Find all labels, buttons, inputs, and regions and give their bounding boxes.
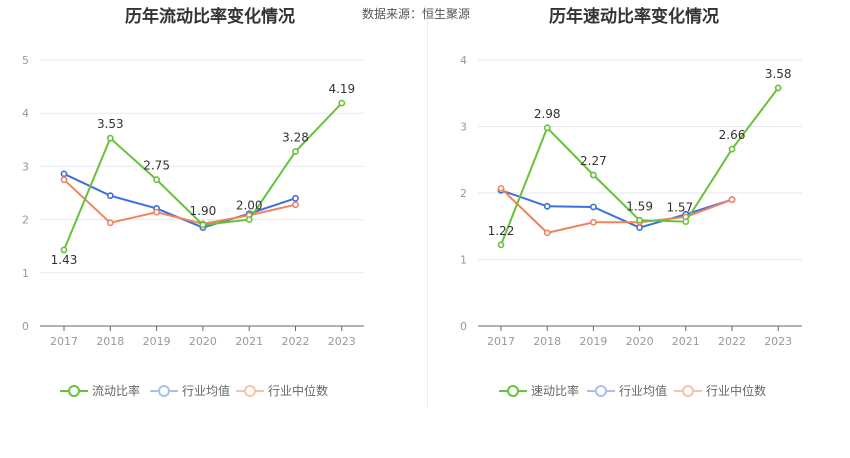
data-point-main	[728, 145, 736, 153]
y-tick-label: 2	[460, 187, 467, 200]
chart-1: 0 1 2 3 4 2017 2018 2019 2020 2021 2022 2023 1.22 2.9…	[460, 54, 802, 398]
legend-label-avg: 行业均值	[182, 383, 230, 398]
y-tick-label: 5	[22, 54, 29, 67]
x-tick-label: 2019	[579, 335, 607, 348]
data-point-main	[774, 84, 782, 92]
x-tick-label: 2020	[626, 335, 654, 348]
legend-label-avg: 行业均值	[619, 383, 667, 398]
y-tick-label: 1	[22, 267, 29, 280]
data-source-label: 数据来源：恒生聚源	[362, 7, 471, 21]
x-tick-label: 2021	[235, 335, 263, 348]
x-tick-label: 2022	[282, 335, 310, 348]
y-tick-label: 4	[22, 107, 29, 120]
data-point-median	[728, 196, 736, 204]
data-label: 1.90	[190, 204, 217, 218]
data-point-main	[590, 171, 597, 179]
legend-marker-avg	[158, 385, 170, 397]
y-tick-label: 0	[22, 320, 29, 333]
legend-label-median: 行业中位数	[706, 383, 766, 398]
chart-divider	[427, 20, 428, 408]
chart-title-quick-ratio: 历年速动比率变化情况	[549, 7, 719, 27]
data-point-main	[199, 221, 207, 229]
x-tick-label: 2023	[764, 335, 792, 348]
data-point-avg	[106, 192, 114, 200]
y-tick-label: 1	[460, 254, 467, 267]
data-point-median	[60, 176, 68, 184]
data-point-main	[636, 216, 643, 224]
legend-label-main: 流动比率	[92, 383, 140, 398]
data-label: 2.98	[534, 107, 561, 121]
chart-title-current-ratio: 历年流动比率变化情况	[125, 7, 295, 27]
data-point-median	[590, 218, 597, 226]
legend-marker-main	[68, 385, 80, 397]
data-label: 1.22	[488, 224, 515, 238]
y-tick-label: 0	[460, 320, 467, 333]
legend-label-median: 行业中位数	[268, 383, 328, 398]
legend-marker-avg	[595, 385, 607, 397]
x-tick-label: 2021	[672, 335, 700, 348]
x-tick-label: 2017	[50, 335, 78, 348]
data-point-median	[153, 208, 160, 216]
data-label: 3.53	[97, 117, 124, 131]
data-point-avg	[636, 224, 643, 231]
data-point-main	[543, 124, 551, 132]
x-tick-label: 2023	[328, 335, 356, 348]
x-tick-label: 2022	[718, 335, 746, 348]
data-point-median	[292, 201, 299, 209]
x-tick-label: 2018	[533, 335, 561, 348]
data-label: 2.66	[719, 128, 746, 142]
legend-label-main: 速动比率	[531, 383, 579, 398]
data-point-avg	[590, 203, 597, 211]
legend-marker-median	[244, 385, 256, 397]
y-tick-label: 2	[22, 214, 29, 227]
data-point-main	[682, 218, 690, 225]
data-point-median	[106, 219, 114, 227]
data-point-median	[497, 184, 505, 192]
data-point-main	[497, 241, 505, 249]
data-label: 2.27	[580, 154, 607, 168]
data-label: 1.59	[626, 199, 653, 213]
x-tick-label: 2020	[189, 335, 217, 348]
data-point-avg	[60, 170, 68, 178]
series-line-median	[63, 178, 296, 225]
x-tick-label: 2018	[96, 335, 124, 348]
data-point-main	[106, 134, 114, 142]
data-point-avg	[543, 202, 551, 210]
legend-marker-main	[507, 385, 519, 397]
y-tick-label: 4	[460, 54, 467, 67]
data-label: 1.43	[51, 253, 78, 267]
data-label: 4.19	[328, 82, 355, 96]
y-tick-label: 3	[22, 160, 29, 173]
data-point-median	[543, 229, 551, 237]
chart-0: 0 1 2 3 4 5 2017 2018 2019 2020 2021 2022 2023 1.43 3.…	[22, 54, 364, 398]
data-point-avg	[292, 194, 299, 202]
series-line-avg	[500, 189, 733, 229]
data-label: 3.28	[282, 131, 309, 145]
data-point-main	[338, 99, 346, 107]
data-label: 2.75	[143, 159, 170, 173]
data-point-main	[245, 216, 253, 223]
series-line-median	[500, 187, 733, 234]
data-point-main	[292, 148, 299, 155]
y-tick-label: 3	[460, 121, 467, 134]
data-point-main	[60, 246, 68, 254]
data-point-main	[153, 176, 160, 184]
data-label: 3.58	[765, 67, 792, 81]
x-tick-label: 2019	[143, 335, 171, 348]
data-label: 1.57	[666, 201, 693, 215]
legend-marker-median	[682, 385, 694, 397]
x-tick-label: 2017	[487, 335, 515, 348]
data-label: 2.00	[236, 199, 263, 213]
